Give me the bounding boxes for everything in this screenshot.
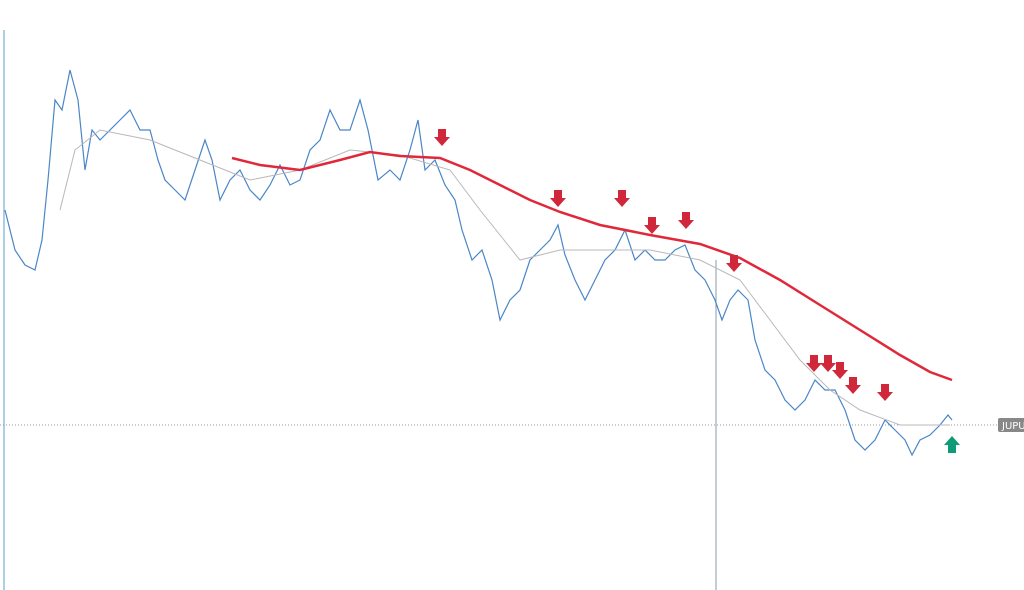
sell-arrow — [832, 362, 848, 379]
sell-arrow — [845, 377, 861, 394]
buy-arrow — [944, 436, 960, 453]
sell-arrow — [644, 217, 660, 234]
sell-arrow — [434, 129, 450, 146]
sell-arrow — [726, 255, 742, 272]
sell-arrow — [678, 212, 694, 229]
sell-arrow — [820, 355, 836, 372]
moving-average — [231, 150, 953, 382]
sell-arrow — [614, 190, 630, 207]
price-line — [4, 69, 953, 457]
sell-arrow — [877, 384, 893, 401]
last-price-tag — [998, 418, 1024, 432]
last-price-label: JUPU — [1001, 421, 1024, 432]
sell-arrow — [550, 190, 566, 207]
moving-average — [59, 129, 950, 426]
sell-arrow — [806, 355, 822, 372]
